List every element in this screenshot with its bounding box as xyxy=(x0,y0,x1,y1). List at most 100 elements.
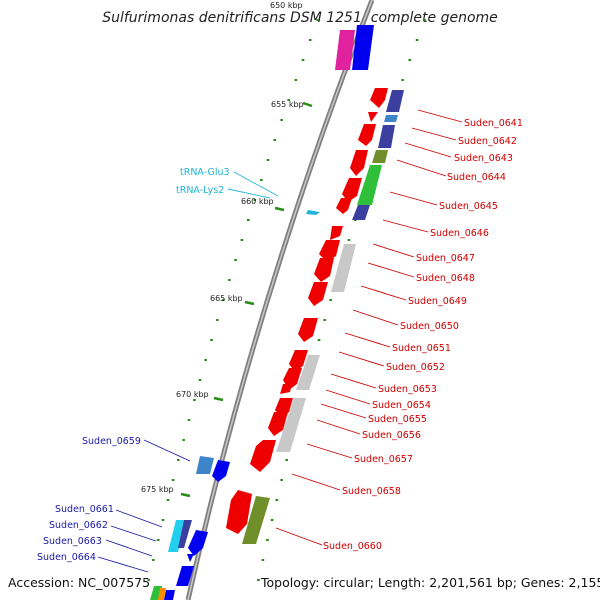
gene-arrow xyxy=(187,554,194,562)
map-title: Sulfurimonas denitrificans DSM 1251, com… xyxy=(102,10,498,26)
gene-arrow xyxy=(319,240,340,262)
gene-label: Suden_0641 xyxy=(464,118,523,129)
gene-label: Suden_0646 xyxy=(430,228,489,239)
tick-dot xyxy=(166,499,170,501)
gene-arrow xyxy=(350,150,368,176)
tick-dot xyxy=(198,379,202,381)
gene-label: Suden_0655 xyxy=(368,414,427,425)
kbp-tick-marks xyxy=(180,101,313,498)
gene-arrow xyxy=(368,112,378,122)
tick-dot xyxy=(280,479,283,481)
tick-dot xyxy=(316,19,319,21)
gene-label: Suden_0652 xyxy=(386,362,445,373)
gene-block xyxy=(335,30,355,70)
tick-dot xyxy=(273,139,277,141)
tick-dot xyxy=(210,339,213,341)
gene-arrow xyxy=(226,490,252,534)
tick-dot xyxy=(260,179,263,181)
gene-label: Suden_0643 xyxy=(454,153,513,164)
gene-block xyxy=(378,125,395,148)
tick-dot xyxy=(177,459,180,461)
tick-dot xyxy=(257,579,260,581)
gene-arrow xyxy=(358,124,376,146)
tick-dot xyxy=(294,79,298,81)
right-gene-labels: Suden_0641 Suden_0642 Suden_0643 Suden_0… xyxy=(323,118,523,552)
gene-arrow xyxy=(370,88,388,108)
tick-dot xyxy=(193,399,196,401)
gene-label: Suden_0658 xyxy=(342,486,401,497)
gene-block xyxy=(296,355,320,390)
trna-leader-lines xyxy=(227,171,279,199)
gene-arrow xyxy=(342,178,362,202)
tick-dot xyxy=(329,299,332,301)
tick-dot xyxy=(216,319,219,321)
tick-dot xyxy=(204,359,207,361)
tick-label-655: 655 kbp xyxy=(271,100,304,109)
tick-dot xyxy=(222,299,225,301)
tick-dot xyxy=(228,279,231,281)
gene-block xyxy=(372,150,388,163)
tick-dot xyxy=(423,19,426,21)
gene-arrow xyxy=(212,460,230,482)
tick-label-650: 650 kbp xyxy=(270,1,303,10)
right-leader-lines xyxy=(275,109,463,546)
gene-label: Suden_0647 xyxy=(416,253,475,264)
gene-label: Suden_0660 xyxy=(323,541,382,552)
trna-label: tRNA-Lys2 xyxy=(176,185,224,196)
tick-dot xyxy=(234,259,237,261)
gene-label: Suden_0664 xyxy=(37,552,96,563)
gene-arrow xyxy=(289,350,308,372)
trna-label: tRNA-Glu3 xyxy=(180,167,230,178)
trna-arrow xyxy=(306,210,320,215)
gene-label: Suden_0659 xyxy=(82,436,141,447)
gene-arrow xyxy=(336,198,352,214)
tick-dot xyxy=(275,499,279,501)
gene-label: Suden_0649 xyxy=(408,296,467,307)
tick-dot xyxy=(415,39,419,41)
tick-dot xyxy=(308,39,312,41)
gene-arrow xyxy=(280,384,292,394)
gene-block xyxy=(196,456,214,474)
tick-label-665: 665 kbp xyxy=(210,294,243,303)
tick-dot xyxy=(266,159,270,161)
tick-dot xyxy=(270,519,274,521)
gene-label: Suden_0645 xyxy=(439,201,498,212)
gene-block xyxy=(357,165,382,205)
gene-block xyxy=(276,398,306,452)
tick-dot xyxy=(285,459,288,461)
tick-dot xyxy=(301,59,305,61)
gene-block xyxy=(158,588,166,600)
gene-block xyxy=(352,25,374,70)
gene-label: Suden_0651 xyxy=(392,343,451,354)
tick-label-670: 670 kbp xyxy=(176,390,209,399)
tick-dot xyxy=(152,559,155,561)
tick-dot xyxy=(261,559,265,561)
tick-label-660: 660 kbp xyxy=(241,197,274,206)
inner-tick-dots xyxy=(147,19,319,581)
gene-label: Suden_0653 xyxy=(378,384,437,395)
tick-dot xyxy=(156,539,160,541)
gene-label: Suden_0650 xyxy=(400,321,459,332)
kbp-ticks: 650 kbp 655 kbp 660 kbp 665 kbp 670 kbp … xyxy=(141,1,304,494)
gene-block xyxy=(178,520,192,548)
gene-label: Suden_0654 xyxy=(372,400,431,411)
accession-text: Accession: NC_007575 xyxy=(8,575,150,590)
gene-label: Suden_0648 xyxy=(416,273,475,284)
gene-label: Suden_0656 xyxy=(362,430,421,441)
tick-dot xyxy=(280,119,283,121)
left-leader-lines xyxy=(97,439,191,573)
tick-dot xyxy=(253,199,257,201)
tick-dot xyxy=(247,219,250,221)
gene-arrow xyxy=(268,412,288,436)
gene-label: Suden_0642 xyxy=(458,136,517,147)
gene-label: Suden_0644 xyxy=(447,172,506,183)
tick-label-675: 675 kbp xyxy=(141,485,174,494)
gene-block xyxy=(331,244,356,292)
gene-arrow xyxy=(250,440,276,472)
left-gene-labels: Suden_0659 Suden_0661 Suden_0662 Suden_0… xyxy=(37,436,141,563)
gene-label: Suden_0662 xyxy=(49,520,108,531)
gene-block xyxy=(164,590,175,600)
tick-dot xyxy=(287,99,290,101)
tick-dot xyxy=(187,419,191,421)
tick-dot xyxy=(408,59,412,61)
